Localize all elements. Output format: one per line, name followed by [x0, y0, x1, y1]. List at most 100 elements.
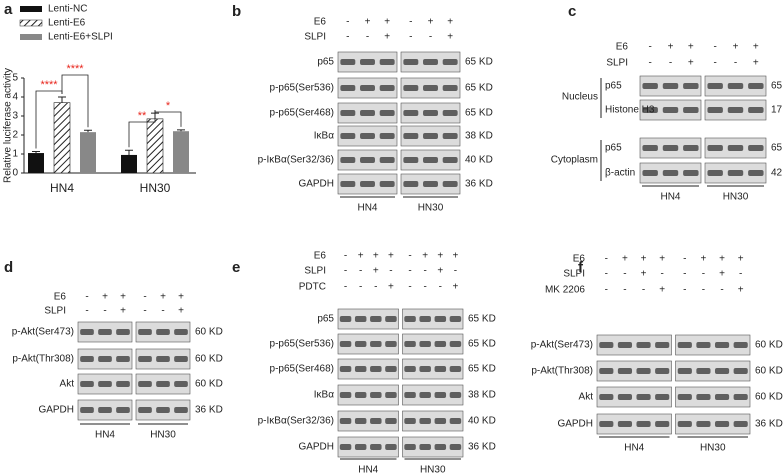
blot-band	[370, 316, 382, 322]
row-label: Histone H3	[605, 105, 655, 116]
blot-band	[419, 366, 431, 372]
condition-label: SLPI	[563, 269, 585, 280]
group-label: HN4	[358, 465, 378, 476]
condition-sign: +	[373, 251, 379, 262]
blot-band	[423, 181, 438, 187]
group-label: HN4	[95, 430, 115, 441]
blot-band	[404, 366, 416, 372]
condition-sign: -	[713, 42, 716, 53]
condition-sign: +	[733, 42, 739, 53]
group-label: HN4	[357, 203, 377, 214]
blot-band	[385, 366, 397, 372]
condition-sign: +	[384, 17, 390, 28]
condition-sign: +	[453, 282, 459, 293]
blot-band	[370, 418, 382, 424]
condition-sign: +	[453, 251, 459, 262]
blot-band	[156, 381, 170, 387]
group-label: HN30	[418, 203, 444, 214]
blot-band	[138, 381, 152, 387]
blot-band	[385, 341, 397, 347]
blot-band	[748, 83, 764, 89]
condition-sign: -	[409, 17, 412, 28]
condition-sign: -	[389, 266, 392, 277]
condition-sign: -	[605, 254, 608, 265]
blot-band	[138, 329, 152, 335]
blot-band	[340, 59, 356, 65]
blot-band	[599, 342, 614, 348]
significance-bracket	[154, 110, 182, 127]
condition-sign: +	[719, 254, 725, 265]
blot-band	[642, 170, 658, 176]
group-label: HN30	[420, 465, 446, 476]
condition-sign: +	[428, 17, 434, 28]
blot-band	[449, 366, 462, 372]
blot-band	[404, 444, 416, 450]
condition-sign: +	[688, 42, 694, 53]
blot-membrane	[596, 360, 672, 382]
size-label: 60 KD	[755, 392, 783, 403]
blot-membrane	[337, 308, 399, 330]
blot-membrane	[337, 436, 399, 458]
row-label: GAPDH	[298, 442, 334, 453]
blot-band	[354, 418, 367, 424]
blot-band	[696, 368, 711, 374]
group-label: HN30	[700, 443, 726, 454]
size-label: 36 KD	[468, 442, 496, 453]
blot-band	[617, 342, 633, 348]
row-label: p65	[317, 57, 334, 68]
blot-band	[449, 341, 462, 347]
condition-label: E6	[314, 251, 327, 262]
condition-sign: -	[739, 269, 742, 280]
condition-sign: +	[719, 269, 725, 280]
error-bar	[177, 129, 185, 132]
blot-band	[707, 83, 723, 89]
blot-membrane	[402, 308, 464, 330]
x-tick-label: HN4	[50, 181, 74, 195]
condition-sign: -	[346, 32, 349, 43]
condition-sign: -	[408, 266, 411, 277]
condition-sign: +	[668, 42, 674, 53]
blot-band	[727, 107, 744, 113]
condition-sign: -	[454, 266, 457, 277]
blot-band	[662, 83, 679, 89]
blot-membrane	[337, 333, 399, 355]
row-label: p65	[317, 314, 334, 325]
group-label: HN4	[624, 443, 644, 454]
blot-band	[434, 444, 447, 450]
condition-sign: -	[143, 306, 146, 317]
error-bar	[58, 96, 66, 103]
blot-band	[385, 316, 397, 322]
blot-membrane	[402, 436, 464, 458]
condition-sign: +	[388, 282, 394, 293]
blot-band	[419, 444, 431, 450]
panel-letter: a	[4, 1, 13, 18]
blot-band	[340, 133, 356, 139]
blot-band	[707, 170, 723, 176]
blot-band	[662, 107, 679, 113]
condition-sign: +	[688, 58, 694, 69]
size-label: 60 KD	[755, 340, 783, 351]
y-tick-label: 1	[12, 149, 18, 160]
condition-sign: +	[641, 254, 647, 265]
condition-sign: +	[738, 285, 744, 296]
condition-sign: -	[623, 285, 626, 296]
condition-sign: -	[683, 285, 686, 296]
condition-sign: +	[388, 251, 394, 262]
blot-band	[683, 145, 699, 151]
blot-band	[642, 145, 658, 151]
size-label: 36 KD	[755, 419, 783, 430]
blot-membrane	[596, 386, 672, 408]
row-label: β-actin	[605, 168, 635, 179]
blot-band	[442, 181, 458, 187]
condition-sign: -	[85, 306, 88, 317]
row-label: Akt	[60, 379, 75, 390]
blot-band	[370, 444, 382, 450]
condition-sign: +	[120, 306, 126, 317]
size-label: 65 KD	[465, 57, 493, 68]
blot-band	[340, 85, 356, 91]
blot-band	[442, 110, 458, 116]
bar	[80, 132, 96, 173]
significance-label: *	[166, 100, 171, 112]
condition-sign: +	[160, 292, 166, 303]
blot-band	[677, 421, 692, 427]
